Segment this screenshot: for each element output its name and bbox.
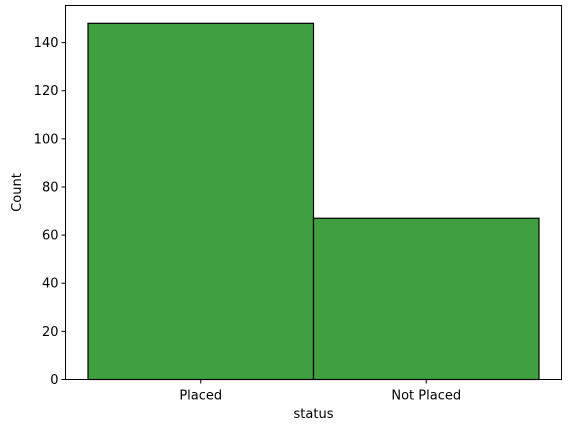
ticks-layer: Placed Not Placed 0 20 40 60 80 100 120 140 xyxy=(34,36,461,403)
y-tick-label: 140 xyxy=(34,36,59,51)
y-axis-label: Count xyxy=(10,173,25,212)
x-tick-label: Not Placed xyxy=(391,389,461,404)
y-tick-label: 40 xyxy=(42,277,59,292)
y-tick-label: 60 xyxy=(42,229,59,244)
y-tick-label: 80 xyxy=(42,180,59,195)
bar-not-placed xyxy=(312,217,540,381)
y-tick-label: 20 xyxy=(42,325,59,340)
plot-frame xyxy=(65,5,562,380)
x-tick-label: Placed xyxy=(179,389,222,404)
y-tick-label: 120 xyxy=(34,84,59,99)
y-tick-label: 100 xyxy=(34,132,59,147)
bars-layer xyxy=(87,22,540,381)
y-tick-label: 0 xyxy=(50,373,58,388)
x-axis-label: status xyxy=(294,407,334,422)
bar-placed xyxy=(87,22,315,381)
axes-layer xyxy=(65,5,562,380)
